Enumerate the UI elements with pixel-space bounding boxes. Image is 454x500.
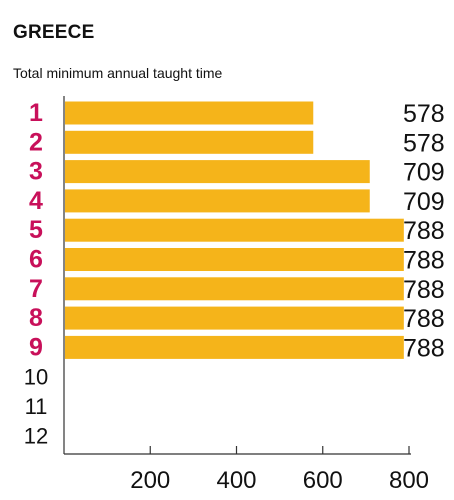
- bar-6: [65, 248, 404, 271]
- chart-subtitle: Total minimum annual taught time: [13, 65, 223, 81]
- value-label-4: 709: [403, 188, 445, 216]
- category-label-7: 7: [29, 275, 43, 303]
- category-label-9: 9: [29, 333, 43, 361]
- bar-4: [65, 189, 370, 213]
- category-label-8: 8: [29, 304, 43, 332]
- axes-group: [63, 96, 411, 455]
- value-label-8: 788: [403, 305, 445, 333]
- value-label-1: 578: [403, 100, 445, 128]
- category-label-4: 4: [29, 187, 43, 215]
- x-tick-label-600: 600: [303, 467, 343, 494]
- bars-group: [65, 101, 404, 359]
- value-label-3: 709: [403, 159, 445, 187]
- category-label-5: 5: [29, 216, 43, 244]
- category-label-11: 11: [25, 394, 48, 419]
- category-label-2: 2: [29, 128, 43, 156]
- category-label-10: 10: [24, 365, 48, 390]
- category-label-1: 1: [29, 99, 43, 127]
- x-tick-label-400: 400: [216, 467, 256, 494]
- x-ticks-group: 200 400 600 800: [130, 446, 429, 494]
- value-label-7: 788: [403, 276, 445, 304]
- category-label-6: 6: [29, 246, 43, 274]
- x-tick-label-800: 800: [389, 467, 429, 494]
- bar-3: [65, 160, 370, 184]
- chart-title: GREECE: [13, 22, 95, 43]
- bar-1: [65, 101, 314, 125]
- bar-7: [65, 277, 404, 301]
- value-label-9: 788: [403, 334, 445, 362]
- value-label-6: 788: [403, 247, 445, 275]
- bar-8: [65, 306, 404, 330]
- bar-2: [65, 130, 314, 154]
- bar-5: [65, 218, 404, 242]
- x-tick-label-200: 200: [130, 467, 170, 494]
- category-label-12: 12: [24, 423, 48, 448]
- bar-9: [65, 335, 404, 359]
- value-label-2: 578: [403, 129, 445, 157]
- value-label-5: 788: [403, 217, 445, 245]
- category-label-3: 3: [29, 158, 43, 186]
